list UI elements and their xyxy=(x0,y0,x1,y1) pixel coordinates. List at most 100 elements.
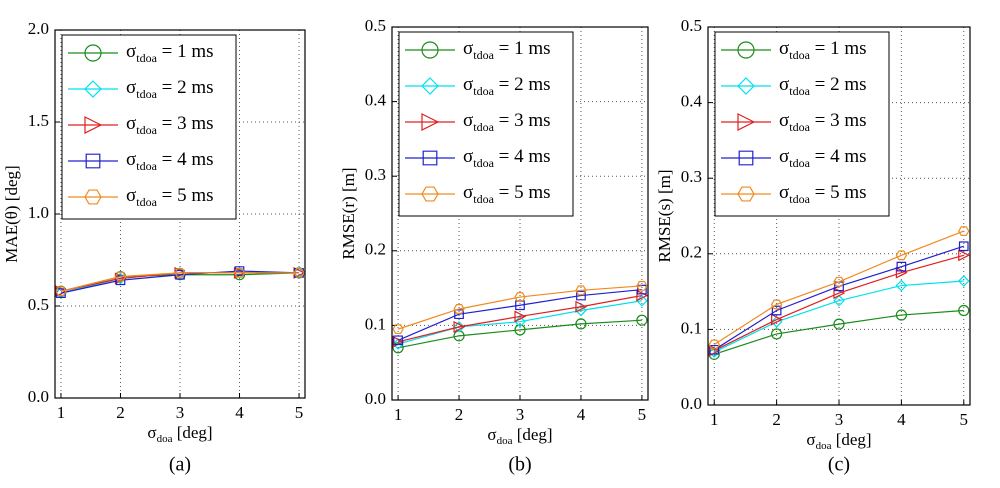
marker xyxy=(958,304,970,317)
marker xyxy=(293,267,305,279)
legend-subscript: tdoa xyxy=(789,48,810,62)
x-label-symbol: σ xyxy=(806,430,815,449)
x-tick-label: 4 xyxy=(577,405,586,424)
legend-label: σtdoa = 4 ms xyxy=(126,149,214,172)
marker xyxy=(958,226,970,237)
y-tick-label: 0.0 xyxy=(28,387,49,406)
legend-label: σtdoa = 1 ms xyxy=(126,41,214,64)
marker xyxy=(421,186,439,202)
marker xyxy=(174,267,186,278)
plot-frame xyxy=(391,26,649,401)
y-tick-label: 1.0 xyxy=(28,203,49,222)
legend-text: = 3 ms xyxy=(157,113,214,134)
marker xyxy=(575,285,587,296)
legend-text: = 3 ms xyxy=(494,110,551,131)
marker xyxy=(175,269,185,280)
marker xyxy=(895,266,908,279)
legend-label: σtdoa = 3 ms xyxy=(779,110,867,133)
marker xyxy=(636,280,648,291)
legend-symbol: σ xyxy=(779,38,789,59)
marker xyxy=(514,324,526,336)
x-tick-label: 1 xyxy=(57,403,66,422)
marker xyxy=(55,286,67,297)
series-line xyxy=(397,285,642,330)
legend-box xyxy=(61,34,237,220)
marker xyxy=(833,294,845,307)
series-line xyxy=(60,270,300,294)
legend-subscript: tdoa xyxy=(789,192,810,206)
x-label-text: [deg] xyxy=(831,430,871,449)
series-line xyxy=(397,294,643,343)
marker xyxy=(737,113,756,131)
legend-text: = 3 ms xyxy=(810,110,867,131)
x-tick-label: 3 xyxy=(516,405,525,424)
x-tick-label: 1 xyxy=(710,410,719,429)
series-line xyxy=(397,288,642,341)
legend-subscript: tdoa xyxy=(136,123,157,137)
legend-box xyxy=(398,31,574,217)
legend-subscript: tdoa xyxy=(136,87,157,101)
legend-symbol: σ xyxy=(463,74,473,95)
marker xyxy=(453,321,465,333)
x-tick-label: 3 xyxy=(835,410,844,429)
marker xyxy=(709,344,720,355)
legend-subscript: tdoa xyxy=(136,51,157,65)
legend-symbol: σ xyxy=(126,185,136,206)
legend-label: σtdoa = 2 ms xyxy=(126,77,214,100)
marker xyxy=(958,249,971,262)
legend-label: σtdoa = 2 ms xyxy=(463,74,551,97)
y-tick-label: 0.5 xyxy=(365,16,386,35)
marker xyxy=(771,305,782,316)
y-tick-label: 1.5 xyxy=(28,111,49,130)
legend-text: = 2 ms xyxy=(494,74,551,95)
x-label-subscript: doa xyxy=(816,440,832,452)
legend-symbol: σ xyxy=(463,182,473,203)
legend-symbol: σ xyxy=(126,113,136,134)
plot-frame xyxy=(707,26,971,406)
series-line xyxy=(60,272,300,292)
y-tick-label: 0.1 xyxy=(681,318,702,337)
plot-frame xyxy=(54,29,306,399)
caption: (a) xyxy=(169,454,191,476)
y-tick-label: 0.5 xyxy=(28,295,49,314)
marker xyxy=(422,150,438,166)
y-tick-label: 0.4 xyxy=(681,92,703,111)
marker xyxy=(575,304,587,317)
legend-symbol: σ xyxy=(779,110,789,131)
legend-subscript: tdoa xyxy=(789,84,810,98)
marker xyxy=(738,150,754,166)
marker xyxy=(636,314,648,326)
marker xyxy=(708,346,721,358)
x-label-text: [deg] xyxy=(512,425,552,444)
marker xyxy=(737,41,755,59)
legend-symbol: σ xyxy=(126,77,136,98)
marker xyxy=(56,288,66,298)
legend-label: σtdoa = 5 ms xyxy=(126,185,214,208)
marker xyxy=(771,328,783,340)
x-label-subscript: doa xyxy=(157,433,173,445)
marker xyxy=(84,116,103,134)
legend-label: σtdoa = 4 ms xyxy=(463,146,551,169)
marker xyxy=(708,339,720,350)
legend-label: σtdoa = 5 ms xyxy=(779,182,867,205)
marker xyxy=(84,44,102,62)
legend-text: = 4 ms xyxy=(157,149,214,170)
marker xyxy=(84,80,102,98)
marker xyxy=(637,284,647,295)
marker xyxy=(895,309,907,321)
marker xyxy=(421,113,440,131)
marker xyxy=(771,313,783,326)
marker xyxy=(174,267,186,279)
x-tick-label: 2 xyxy=(455,405,464,424)
y-tick-label: 0.2 xyxy=(681,243,702,262)
y-tick-label: 0.2 xyxy=(365,240,386,259)
y-tick-label: 0.0 xyxy=(681,394,702,413)
x-tick-label: 3 xyxy=(176,403,185,422)
legend-subscript: tdoa xyxy=(473,84,494,98)
